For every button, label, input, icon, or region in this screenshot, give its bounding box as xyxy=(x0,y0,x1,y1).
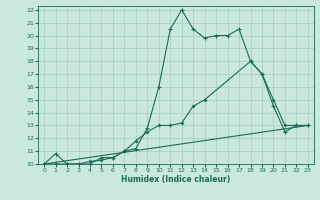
X-axis label: Humidex (Indice chaleur): Humidex (Indice chaleur) xyxy=(121,175,231,184)
